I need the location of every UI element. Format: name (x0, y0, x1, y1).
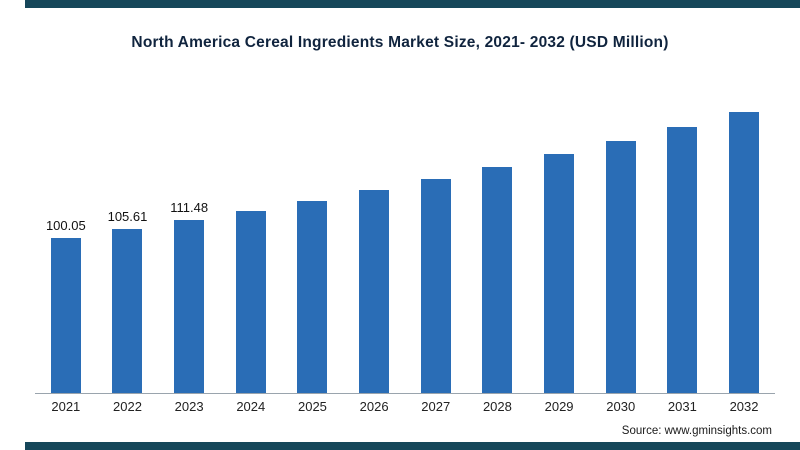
x-tick-2027: 2027 (421, 399, 451, 414)
chart-title: North America Cereal Ingredients Market … (131, 34, 669, 51)
bar-2032 (729, 112, 760, 393)
bar-2024 (235, 211, 266, 393)
bar-2027 (420, 179, 451, 393)
top-accent-strip (25, 0, 800, 8)
bar-column-2024 (229, 191, 273, 393)
bar-column-2022: 105.61 (105, 209, 149, 393)
bar-2030 (605, 141, 636, 393)
x-tick-2023: 2023 (174, 399, 204, 414)
bar-column-2032 (722, 92, 766, 393)
x-tick-2025: 2025 (297, 399, 327, 414)
bar-column-2028 (475, 147, 519, 393)
bar-2028 (482, 167, 513, 393)
bar-2031 (667, 127, 698, 393)
bar-data-label: 105.61 (107, 209, 148, 224)
bar-2029 (544, 154, 575, 393)
x-tick-2026: 2026 (359, 399, 389, 414)
bottom-accent-strip (25, 442, 800, 450)
bar-2021 (50, 238, 81, 393)
x-axis-tick-labels: 2021 2022 2023 2024 2025 2026 2027 2028 2029 2030… (35, 399, 775, 414)
source-attribution: Source: www.gminsights.com (621, 425, 772, 437)
bar-2023 (174, 220, 205, 393)
x-tick-2024: 2024 (236, 399, 266, 414)
bar-2025 (297, 201, 328, 393)
x-tick-2022: 2022 (113, 399, 142, 414)
bar-2026 (359, 190, 390, 393)
bar-column-2025 (290, 181, 334, 393)
bar-column-2029 (537, 134, 581, 393)
x-tick-2021: 2021 (51, 399, 81, 414)
bar-column-2030 (599, 121, 643, 393)
x-tick-2029: 2029 (544, 399, 574, 414)
bar-data-label: 111.48 (170, 200, 209, 215)
x-tick-2032: 2032 (729, 399, 759, 414)
x-tick-2030: 2030 (606, 399, 636, 414)
bar-column-2031 (660, 107, 704, 393)
bar-column-2027 (414, 159, 458, 393)
bar-data-label: 100.05 (45, 218, 86, 233)
x-tick-2031: 2031 (667, 399, 697, 414)
bar-column-2021: 100.05 (44, 218, 88, 393)
x-tick-2028: 2028 (482, 399, 512, 414)
bar-column-2026 (352, 170, 396, 393)
bar-chart-plot-area: 100.05 105.61 111.48 (35, 95, 775, 394)
bar-column-2023: 111.48 (167, 200, 211, 393)
bar-2022 (112, 229, 143, 393)
